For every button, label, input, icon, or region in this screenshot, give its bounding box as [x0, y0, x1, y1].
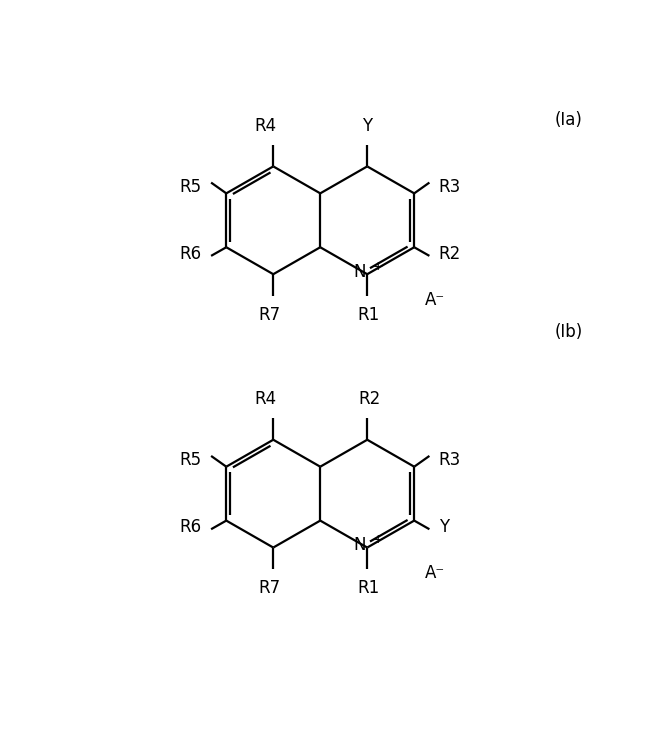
Text: R7: R7: [258, 579, 280, 597]
Text: (Ib): (Ib): [554, 323, 582, 341]
Text: R6: R6: [180, 518, 202, 536]
Text: R4: R4: [254, 390, 276, 408]
Text: R1: R1: [358, 579, 380, 597]
Text: R1: R1: [358, 305, 380, 324]
Text: R7: R7: [258, 305, 280, 324]
Text: +: +: [372, 533, 383, 546]
Text: R4: R4: [254, 117, 276, 135]
Text: +: +: [372, 260, 383, 273]
Text: R3: R3: [439, 178, 461, 196]
Text: Y: Y: [362, 117, 372, 135]
Text: (Ia): (Ia): [554, 111, 582, 129]
Text: R5: R5: [180, 178, 202, 196]
Text: N: N: [353, 263, 366, 281]
Text: R2: R2: [358, 390, 380, 408]
Text: R3: R3: [439, 451, 461, 469]
Text: A⁻: A⁻: [425, 291, 446, 308]
Text: N: N: [353, 536, 366, 554]
Text: Y: Y: [439, 518, 449, 536]
Text: R6: R6: [180, 244, 202, 263]
Text: R2: R2: [439, 244, 461, 263]
Text: A⁻: A⁻: [425, 564, 446, 582]
Text: R5: R5: [180, 451, 202, 469]
